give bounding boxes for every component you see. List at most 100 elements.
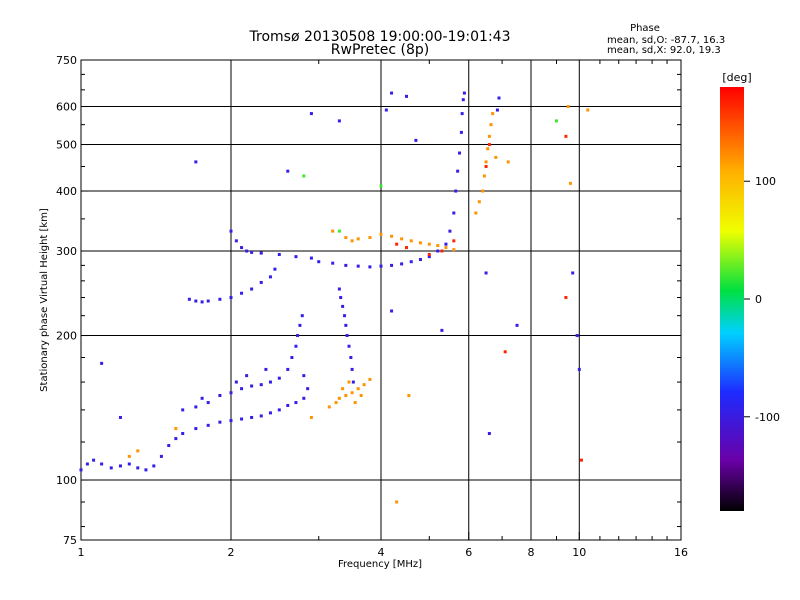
- echo-point: [259, 414, 263, 418]
- echo-point: [368, 377, 372, 381]
- echo-point: [331, 261, 335, 265]
- y-tick-label: 200: [56, 330, 77, 343]
- echo-point: [337, 396, 341, 400]
- echo-point: [240, 387, 244, 391]
- x-axis-label: Frequency [MHz]: [338, 559, 422, 570]
- echo-point: [206, 299, 210, 303]
- x-tick-label: 8: [528, 546, 535, 559]
- echo-point: [568, 181, 572, 185]
- echo-point: [356, 237, 360, 241]
- echo-point: [343, 314, 347, 318]
- echo-point: [277, 376, 281, 380]
- echo-point: [306, 387, 310, 391]
- echo-point: [194, 427, 198, 431]
- echo-point: [229, 419, 233, 423]
- y-tick-label: 100: [56, 474, 77, 487]
- echo-point: [459, 130, 463, 134]
- echo-point: [554, 119, 558, 123]
- y-tick-label: 750: [56, 54, 77, 67]
- echo-point: [294, 255, 298, 259]
- echo-point: [250, 287, 254, 291]
- echo-point: [200, 396, 204, 400]
- echo-point: [495, 108, 499, 112]
- echo-point: [337, 229, 341, 233]
- x-tick-label: 4: [378, 546, 385, 559]
- echo-point: [100, 462, 104, 466]
- colorbar-tick-label: 100: [755, 175, 776, 188]
- echo-point: [229, 296, 233, 300]
- echo-point: [144, 468, 148, 472]
- echo-point: [268, 411, 272, 415]
- echo-points: [79, 91, 590, 504]
- echo-point: [218, 394, 222, 398]
- echo-point: [497, 96, 501, 100]
- echo-point: [298, 323, 302, 327]
- echo-point: [436, 249, 440, 253]
- echo-point: [379, 184, 383, 188]
- echo-point: [302, 396, 306, 400]
- y-tick-label: 400: [56, 185, 77, 198]
- echo-point: [444, 242, 448, 246]
- echo-point: [290, 355, 294, 359]
- echo-point: [356, 264, 360, 268]
- echo-point: [206, 423, 210, 427]
- x-tick-label: 16: [674, 546, 688, 559]
- echo-point: [200, 300, 204, 304]
- echo-point: [456, 169, 460, 173]
- echo-point: [181, 408, 185, 412]
- echo-point: [404, 94, 408, 98]
- echo-point: [448, 229, 452, 233]
- colorbar-tick-label: -100: [755, 411, 780, 424]
- echo-point: [474, 211, 478, 215]
- echo-point: [85, 462, 89, 466]
- echo-point: [404, 246, 408, 250]
- echo-point: [579, 458, 583, 462]
- echo-point: [250, 384, 254, 388]
- echo-point: [487, 134, 491, 138]
- y-tick-label: 300: [56, 245, 77, 258]
- echo-point: [234, 380, 238, 384]
- echo-point: [414, 138, 418, 142]
- echo-point: [454, 189, 458, 193]
- echo-point: [345, 334, 349, 338]
- echo-point: [327, 405, 331, 409]
- echo-point: [159, 454, 163, 458]
- echo-point: [444, 246, 448, 250]
- echo-point: [341, 304, 345, 308]
- echo-point: [194, 405, 198, 409]
- echo-point: [353, 401, 357, 405]
- x-tick-label: 1: [78, 546, 85, 559]
- echo-point: [136, 466, 140, 470]
- echo-point: [286, 367, 290, 371]
- echo-point: [240, 291, 244, 295]
- colorbar-label: [deg]: [722, 71, 751, 84]
- echo-point: [427, 242, 431, 246]
- echo-point: [506, 160, 510, 164]
- echo-point: [317, 260, 321, 264]
- echo-point: [440, 249, 444, 253]
- echo-point: [234, 239, 238, 243]
- echo-point: [286, 403, 290, 407]
- echo-point: [586, 108, 590, 112]
- x-tick-label: 6: [465, 546, 472, 559]
- echo-point: [436, 244, 440, 248]
- colorbar-tick-label: 0: [755, 293, 762, 306]
- echo-point: [368, 236, 372, 240]
- echo-point: [174, 437, 178, 441]
- echo-point: [344, 263, 348, 267]
- echo-point: [341, 387, 345, 391]
- echo-point: [127, 462, 131, 466]
- echo-point: [575, 334, 579, 338]
- echo-point: [339, 296, 343, 300]
- echo-point: [277, 408, 281, 412]
- echo-point: [452, 239, 456, 243]
- echo-point: [390, 263, 394, 267]
- echo-point: [566, 105, 570, 109]
- echo-point: [356, 387, 360, 391]
- echo-point: [331, 229, 335, 233]
- chart-title: Tromsø 20130508 19:00:00-19:01:43: [249, 29, 511, 45]
- colorbar: [720, 87, 744, 511]
- echo-point: [427, 253, 431, 257]
- echo-point: [344, 323, 348, 327]
